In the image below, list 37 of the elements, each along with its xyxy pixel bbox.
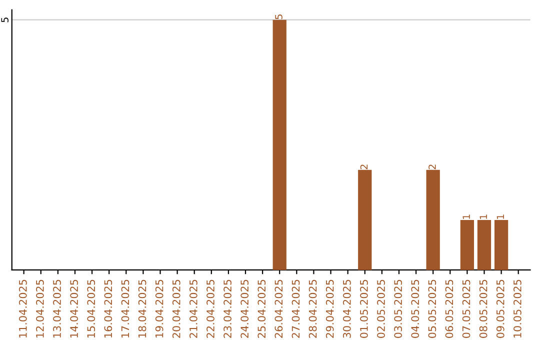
x-tick-label: 05.05.2025 [428,280,436,338]
x-tick-label: 06.05.2025 [445,280,454,338]
x-tick-label: 16.04.2025 [104,280,112,338]
x-tick-label: 07.05.2025 [462,280,470,338]
x-tick-label: 20.04.2025 [172,280,180,338]
x-tick-label: 15.04.2025 [87,280,96,338]
x-tick-label: 29.04.2025 [326,280,334,338]
x-tick-label: 24.04.2025 [240,280,249,338]
x-tick-label: 26.04.2025 [274,280,283,338]
data-label: 2 [360,164,368,170]
x-tick-label: 25.04.2025 [258,280,266,338]
x-tick-label: 13.04.2025 [53,280,61,338]
x-tick-label: 03.05.2025 [394,280,402,338]
x-tick-label: 28.04.2025 [308,280,317,338]
x-tick-label: 11.04.2025 [18,280,27,338]
x-tick-label: 19.04.2025 [155,280,164,338]
x-tick-label: 30.04.2025 [342,280,351,338]
x-tick-label: 10.05.2025 [513,280,522,338]
x-tick-label: 27.04.2025 [292,280,300,338]
x-tick-label: 04.05.2025 [411,280,420,338]
ref-line-label: 5 [1,18,8,22]
x-tick-label: 22.04.2025 [206,280,214,338]
x-tick-label: 23.04.2025 [224,280,232,338]
x-tick-label: 02.05.2025 [377,280,385,338]
x-tick-label: 09.05.2025 [496,280,504,338]
x-tick-label: 18.04.2025 [138,280,146,338]
x-tick-label: 17.04.2025 [121,280,130,338]
data-label: 1 [496,214,504,219]
x-tick-label: 01.05.2025 [360,280,368,338]
x-tick-label: 14.04.2025 [70,280,78,338]
x-tick-label: 12.04.2025 [36,280,44,338]
x-tick-label: 21.04.2025 [189,280,198,338]
data-label: 1 [462,214,470,219]
data-label: 1 [480,214,487,219]
data-label: 5 [275,14,282,20]
data-label: 2 [428,164,436,170]
x-tick-label: 08.05.2025 [479,280,488,338]
